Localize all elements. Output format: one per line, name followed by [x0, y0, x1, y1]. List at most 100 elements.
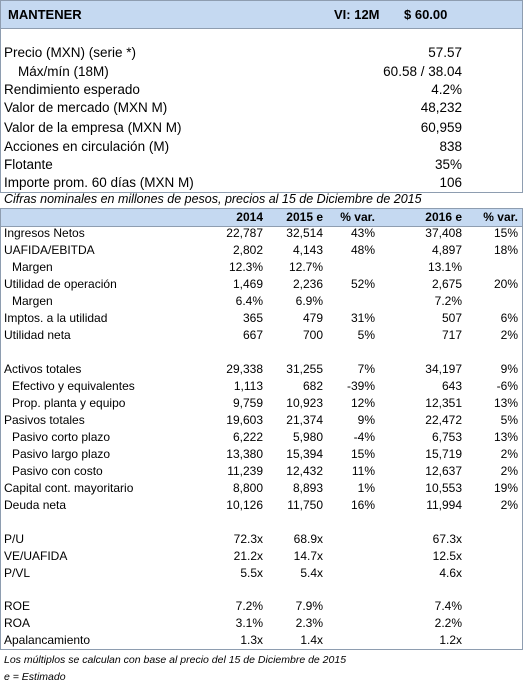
- footnote: e = Estimado: [4, 671, 66, 683]
- note: Cifras nominales en millones de pesos, p…: [4, 192, 422, 206]
- summary-value: 838: [439, 139, 462, 154]
- cell: 67.3x: [432, 532, 462, 546]
- summary-label: Acciones en circulación (M): [4, 139, 170, 154]
- cell: 22,472: [425, 413, 462, 427]
- row-label: Apalancamiento: [4, 633, 91, 647]
- row-label: Prop. planta y equipo: [12, 396, 126, 410]
- cell: 14.7x: [293, 549, 323, 563]
- row-label: Deuda neta: [4, 498, 67, 512]
- column-header: % var.: [340, 210, 375, 224]
- cell: 4,897: [431, 243, 462, 257]
- cell: 717: [441, 328, 462, 342]
- cell: 11,239: [227, 464, 263, 478]
- column-header: 2015 e: [286, 210, 323, 224]
- cell: -39%: [346, 379, 375, 393]
- row-label: Utilidad neta: [4, 328, 71, 342]
- cell: 20%: [493, 277, 518, 291]
- summary-label: Precio (MXN) (serie *): [4, 45, 137, 60]
- row-label: P/U: [4, 532, 25, 546]
- cell: 12,637: [425, 464, 462, 478]
- row-label: UAFIDA/EBITDA: [4, 243, 95, 257]
- cell: 11,994: [426, 498, 462, 512]
- row-label: P/VL: [4, 566, 31, 580]
- cell: 11,750: [287, 498, 323, 512]
- cell: 5%: [500, 413, 518, 427]
- cell: 2,675: [431, 277, 462, 291]
- row-label: ROE: [4, 599, 31, 613]
- cell: 643: [441, 379, 462, 393]
- cell: 9%: [500, 362, 518, 376]
- cell: 13.1%: [427, 260, 462, 274]
- cell: 8,893: [292, 481, 323, 495]
- cell: 7.4%: [434, 599, 462, 613]
- summary-label: Máx/mín (18M): [18, 64, 109, 79]
- cell: 12.5x: [432, 549, 462, 563]
- row-label: Utilidad de operación: [4, 277, 117, 291]
- cell: 43%: [350, 226, 375, 240]
- cell: 10,923: [286, 396, 323, 410]
- cell: 10,553: [425, 481, 462, 495]
- footnote: Los múltiplos se calculan con base al pr…: [4, 654, 347, 666]
- column-header: 2014: [236, 210, 263, 224]
- cell: 667: [242, 328, 263, 342]
- cell: 13%: [493, 396, 518, 410]
- cell: 15%: [493, 226, 518, 240]
- cell: 1,113: [233, 379, 263, 393]
- cell: 13,380: [226, 447, 263, 461]
- row-label: Capital cont. mayoritario: [4, 481, 134, 495]
- row-label: Pasivos totales: [4, 413, 85, 427]
- cell: 22,787: [226, 226, 263, 240]
- row-label: VE/UAFIDA: [4, 549, 68, 563]
- cell: 10,126: [226, 498, 263, 512]
- summary-label: Flotante: [4, 157, 53, 172]
- cell: 1,469: [232, 277, 263, 291]
- cell: 365: [242, 311, 263, 325]
- row-label: ROA: [4, 616, 31, 630]
- cell: 5.4x: [300, 566, 323, 580]
- summary-value: 60.58 / 38.04: [383, 64, 462, 79]
- cell: 31%: [350, 311, 375, 325]
- summary-label: Valor de la empresa (MXN M): [4, 120, 182, 135]
- row-label: Margen: [12, 294, 53, 308]
- cell: 5%: [357, 328, 375, 342]
- summary-label: Importe prom. 60 días (MXN M): [4, 175, 194, 190]
- cell: 5,980: [292, 430, 323, 444]
- cell: 6,753: [431, 430, 462, 444]
- cell: 32,514: [286, 226, 323, 240]
- row-label: Pasivo con costo: [12, 464, 103, 478]
- cell: 8,800: [232, 481, 263, 495]
- row-label: Efectivo y equivalentes: [12, 379, 135, 393]
- summary-label: Rendimiento esperado: [4, 82, 140, 97]
- target-price: $ 60.00: [404, 7, 448, 22]
- cell: 16%: [350, 498, 375, 512]
- cell: 2%: [500, 447, 518, 461]
- cell: 68.9x: [293, 532, 323, 546]
- cell: 15,394: [286, 447, 323, 461]
- cell: 2%: [500, 328, 518, 342]
- cell: 12%: [350, 396, 375, 410]
- column-header: % var.: [483, 210, 518, 224]
- cell: 1.2x: [439, 633, 462, 647]
- row-label: Imptos. a la utilidad: [4, 311, 108, 325]
- cell: 12.7%: [288, 260, 323, 274]
- row-label: Pasivo largo plazo: [12, 447, 111, 461]
- cell: 31,255: [286, 362, 323, 376]
- cell: 479: [302, 311, 323, 325]
- cell: 507: [441, 311, 462, 325]
- row-label: Activos totales: [4, 362, 82, 376]
- cell: 12.3%: [228, 260, 263, 274]
- cell: 4.6x: [439, 566, 462, 580]
- cell: 3.1%: [235, 616, 263, 630]
- cell: 1.4x: [300, 633, 323, 647]
- cell: 6,222: [232, 430, 263, 444]
- cell: 6.4%: [235, 294, 263, 308]
- summary-value: 35%: [434, 157, 462, 172]
- cell: 2.2%: [434, 616, 462, 630]
- summary-label: Valor de mercado (MXN M): [4, 100, 168, 115]
- cell: 2.3%: [295, 616, 323, 630]
- cell: 13%: [493, 430, 518, 444]
- cell: 2,802: [232, 243, 263, 257]
- cell: 6.9%: [295, 294, 323, 308]
- cell: 72.3x: [233, 532, 263, 546]
